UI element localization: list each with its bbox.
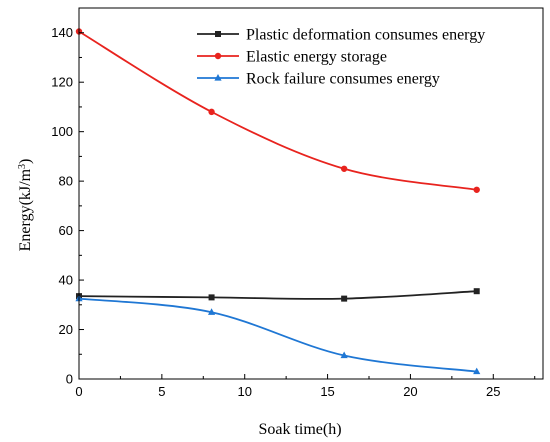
data-point <box>341 295 348 302</box>
data-point <box>208 294 215 301</box>
x-axis-title: Soak time(h) <box>258 421 341 438</box>
series-line <box>78 297 477 373</box>
y-tick-label: 140 <box>51 25 73 40</box>
series-1 <box>76 288 480 302</box>
legend-marker <box>214 74 222 81</box>
legend-marker <box>214 52 222 60</box>
data-point <box>340 351 348 359</box>
data-point <box>208 108 215 116</box>
y-axis-title: Energy(kJ/m3) <box>17 159 35 252</box>
data-point <box>473 186 480 193</box>
legend-label: Elastic energy storage <box>246 49 387 66</box>
plot-frame <box>78 7 544 380</box>
y-tick-label: 40 <box>59 273 73 288</box>
legend-marker <box>215 31 221 37</box>
legend-label: Rock failure consumes energy <box>246 71 440 88</box>
legend-label: Plastic deformation consumes energy <box>246 27 485 44</box>
y-tick-label: 60 <box>59 223 73 238</box>
x-tick-label: 0 <box>75 384 82 399</box>
axes-layer: 0 5 10 15 20 25 0 20 40 60 80 100 120 140 <box>51 7 544 399</box>
y-tick-label: 0 <box>66 372 73 387</box>
series-2 <box>75 28 480 193</box>
legend: Plastic deformation consumes energy Elast… <box>197 27 485 88</box>
series-line <box>78 290 477 300</box>
y-tick-label: 100 <box>51 124 73 139</box>
y-tick-label: 20 <box>59 322 73 337</box>
data-point <box>473 367 481 375</box>
x-tick-label: 20 <box>403 384 417 399</box>
y-axis-title-sup: 3 <box>17 164 28 169</box>
data-point <box>207 308 216 315</box>
y-tick-label: 80 <box>59 174 73 189</box>
x-tick-label: 15 <box>320 384 334 399</box>
x-tick-label: 5 <box>158 384 165 399</box>
y-axis-title-end: ) <box>17 159 34 164</box>
data-point <box>340 165 348 172</box>
x-tick-label: 25 <box>486 384 500 399</box>
series-3 <box>75 294 481 375</box>
y-tick-label: 120 <box>51 75 73 90</box>
data-point <box>473 288 480 295</box>
y-axis-title-main: Energy(kJ/m <box>17 168 34 251</box>
series-line <box>78 30 477 191</box>
x-tick-label: 10 <box>237 384 251 399</box>
